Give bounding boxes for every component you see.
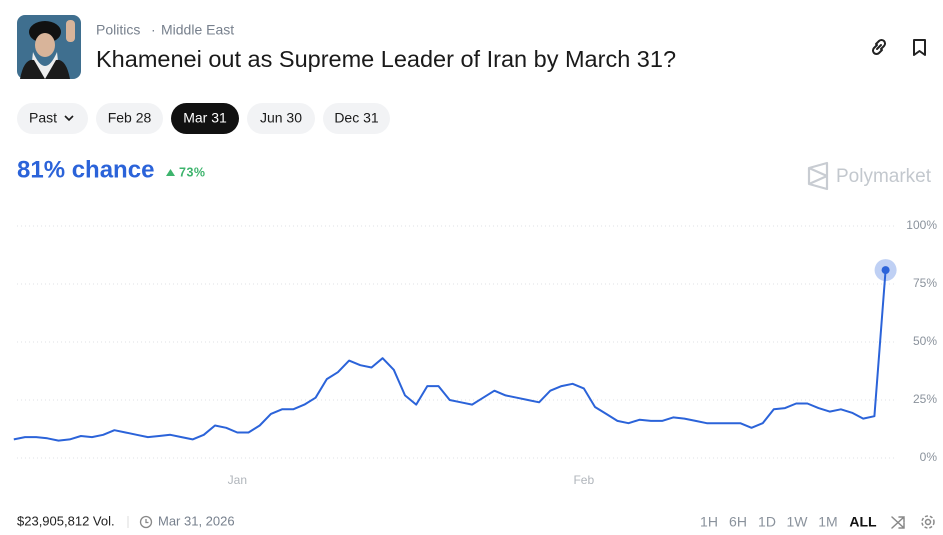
separator: · <box>151 22 156 38</box>
x-tick-label: Feb <box>573 473 594 487</box>
clock-icon <box>139 515 153 529</box>
y-tick-label: 0% <box>920 450 938 464</box>
brand-logo <box>807 161 829 191</box>
endpoint <box>881 266 890 275</box>
breadcrumb[interactable]: Middle East <box>161 22 234 38</box>
breadcrumb[interactable]: Politics <box>96 22 140 38</box>
end-date: Mar 31, 2026 <box>158 513 235 528</box>
date-tab[interactable] <box>323 103 390 134</box>
price-line <box>13 270 887 442</box>
market-title: Khamenei out as Supreme Leader of Iran b… <box>96 46 676 72</box>
volume: $23,905,812 Vol. <box>17 513 115 528</box>
date-tab[interactable] <box>171 103 239 134</box>
range-button[interactable]: ALL <box>849 514 877 530</box>
range-button[interactable]: 1M <box>818 514 837 530</box>
y-tick-label: 100% <box>906 218 937 232</box>
date-tab-label[interactable]: Feb 28 <box>108 110 152 126</box>
date-tab[interactable] <box>96 103 163 134</box>
avatar <box>17 15 81 79</box>
date-tab[interactable] <box>247 103 315 134</box>
shuffle-icon[interactable] <box>891 516 905 529</box>
up-arrow <box>166 169 175 176</box>
settings-icon[interactable] <box>921 515 935 529</box>
chevron <box>64 115 74 122</box>
bookmark-icon[interactable] <box>913 39 926 56</box>
date-tab[interactable] <box>17 103 88 134</box>
range-button[interactable]: 1D <box>758 514 776 530</box>
change: 73% <box>179 165 206 179</box>
x-tick-label: Jan <box>228 473 247 487</box>
date-tab-label[interactable]: Past <box>29 110 57 126</box>
range-button[interactable]: 1W <box>787 514 809 530</box>
date-tab-label[interactable]: Dec 31 <box>334 110 379 126</box>
range-button[interactable]: 6H <box>729 514 747 530</box>
y-tick-label: 25% <box>913 392 937 406</box>
link-icon[interactable] <box>871 38 887 56</box>
date-tab-label[interactable]: Mar 31 <box>183 110 227 126</box>
range-button[interactable]: 1H <box>700 514 718 530</box>
y-tick-label: 75% <box>913 276 937 290</box>
headline: 81% chance <box>17 156 154 183</box>
brand: Polymarket <box>836 166 932 187</box>
date-tab-label[interactable]: Jun 30 <box>260 110 302 126</box>
y-tick-label: 50% <box>913 334 937 348</box>
